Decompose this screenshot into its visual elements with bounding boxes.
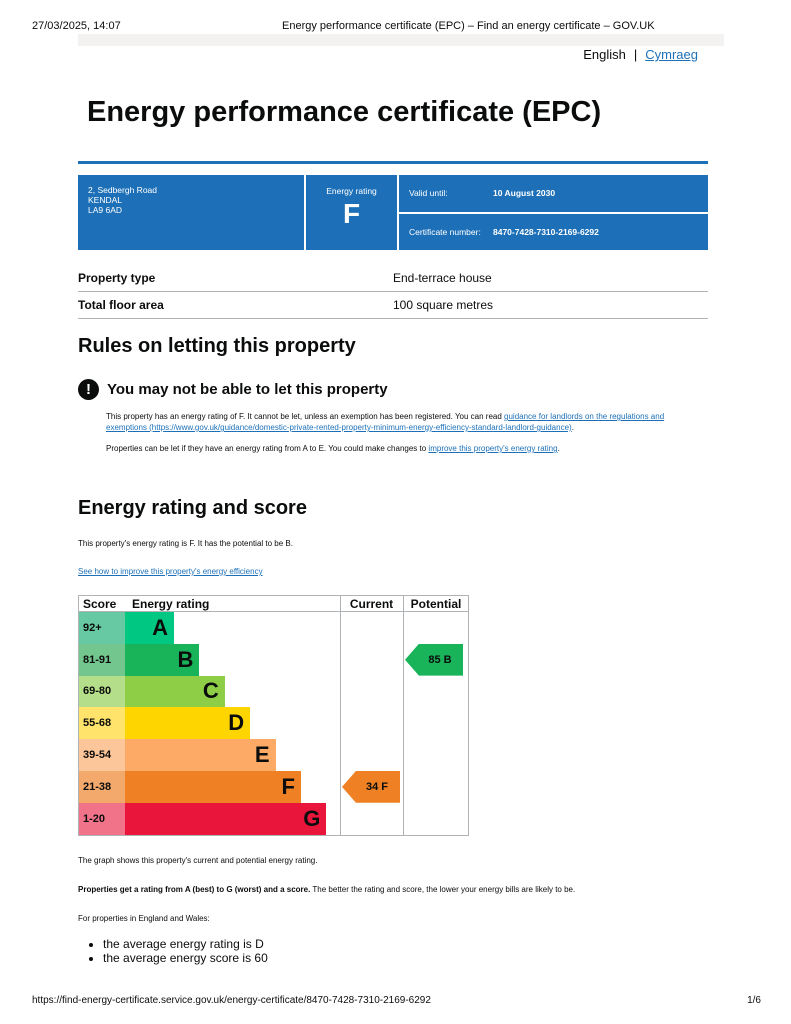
score-E: 39-54 bbox=[79, 739, 125, 771]
summary-row: Property type End-terrace house bbox=[78, 265, 708, 292]
header-score: Score bbox=[79, 596, 125, 612]
epc-chart: Score Energy rating Current Potential 92… bbox=[78, 595, 469, 836]
band-F: F bbox=[125, 771, 301, 803]
band-G: G bbox=[125, 802, 327, 835]
score-C: 69-80 bbox=[79, 675, 125, 708]
valid-label: Valid until: bbox=[409, 188, 448, 199]
valid-value: 10 August 2030 bbox=[493, 188, 556, 199]
print-title: Energy performance certificate (EPC) – F… bbox=[282, 20, 655, 32]
energy-rating: Energy rating F bbox=[306, 175, 397, 250]
lang-welsh-link[interactable]: Cymraeg bbox=[645, 47, 698, 62]
rating-label: Energy rating bbox=[326, 186, 377, 196]
address-line: 2, Sedbergh Road bbox=[88, 185, 157, 195]
bold-text: Properties get a rating from A (best) to… bbox=[78, 885, 311, 894]
list-item: the average energy rating is D bbox=[103, 937, 268, 951]
header-energy-rating: Energy rating bbox=[125, 596, 340, 612]
summary-value: 100 square metres bbox=[393, 298, 494, 312]
warning: ! You may not be able to let this propert… bbox=[78, 379, 388, 400]
improve-efficiency-link[interactable]: See how to improve this property's energ… bbox=[78, 567, 263, 576]
cert-details: Valid until: 10 August 2030 Certificate n… bbox=[399, 175, 708, 250]
potential-rating-arrow: 85 B bbox=[405, 643, 463, 676]
rating-explainer: Properties get a rating from A (best) to… bbox=[78, 885, 575, 894]
warning-icon: ! bbox=[78, 379, 99, 400]
print-url: https://find-energy-certificate.service.… bbox=[32, 995, 431, 1006]
graph-note: The graph shows this property's current … bbox=[78, 856, 318, 865]
cert-value: 8470-7428-7310-2169-6292 bbox=[493, 226, 599, 237]
band-E: E bbox=[125, 739, 276, 771]
print-page: 1/6 bbox=[747, 995, 761, 1006]
rating-value: F bbox=[342, 198, 361, 229]
score-A: 92+ bbox=[79, 612, 125, 644]
summary-key: Property type bbox=[78, 271, 156, 285]
band-A: A bbox=[125, 612, 174, 644]
warning-text: You may not be able to let this property bbox=[107, 381, 388, 398]
header-current: Current bbox=[340, 596, 403, 612]
rules-paragraph: Properties can be let if they have an en… bbox=[106, 444, 560, 453]
current-rating-arrow: 34 F bbox=[342, 771, 400, 803]
divider bbox=[403, 596, 404, 835]
summary-row: Total floor area 100 square metres bbox=[78, 292, 708, 319]
score-heading: Energy rating and score bbox=[78, 497, 307, 519]
language-switcher: English | Cymraeg bbox=[583, 47, 698, 62]
band-D: D bbox=[125, 707, 251, 740]
guidance-link[interactable]: guidance for landlords on the regulation… bbox=[106, 412, 665, 432]
address: 2, Sedbergh Road KENDAL LA9 6AD bbox=[78, 175, 304, 250]
cert-label: Certificate number: bbox=[409, 226, 481, 237]
england-wales: For properties in England and Wales: bbox=[78, 914, 210, 923]
averages-list: the average energy rating is Dthe averag… bbox=[103, 937, 268, 965]
lang-english: English bbox=[583, 47, 626, 62]
score-D: 55-68 bbox=[79, 707, 125, 740]
text: This property has an energy rating of F.… bbox=[106, 412, 505, 421]
summary-value: End-terrace house bbox=[393, 271, 492, 285]
rules-heading: Rules on letting this property bbox=[78, 335, 356, 357]
score-intro: This property's energy rating is F. It h… bbox=[78, 539, 293, 548]
print-datetime: 27/03/2025, 14:07 bbox=[32, 20, 121, 32]
header-bar bbox=[78, 34, 724, 46]
band-C: C bbox=[125, 675, 225, 708]
certificate-panel: 2, Sedbergh Road KENDAL LA9 6AD Energy rat… bbox=[78, 175, 708, 250]
summary-key: Total floor area bbox=[78, 298, 164, 312]
score-F: 21-38 bbox=[79, 771, 125, 803]
text: The better the rating and score, the low… bbox=[310, 885, 576, 894]
page-title: Energy performance certificate (EPC) bbox=[87, 96, 602, 128]
divider bbox=[340, 596, 341, 835]
title-rule bbox=[78, 161, 708, 164]
score-B: 81-91 bbox=[79, 643, 125, 676]
list-item: the average energy score is 60 bbox=[103, 951, 268, 965]
address-line: LA9 6AD bbox=[88, 205, 123, 215]
header-potential: Potential bbox=[403, 596, 469, 612]
band-B: B bbox=[125, 643, 200, 676]
rules-paragraph: This property has an energy rating of F.… bbox=[106, 412, 665, 432]
address-line: KENDAL bbox=[88, 195, 123, 205]
improve-link[interactable]: improve this property's energy rating bbox=[428, 444, 558, 453]
score-G: 1-20 bbox=[79, 802, 125, 835]
text: Properties can be let if they have an en… bbox=[106, 444, 429, 453]
